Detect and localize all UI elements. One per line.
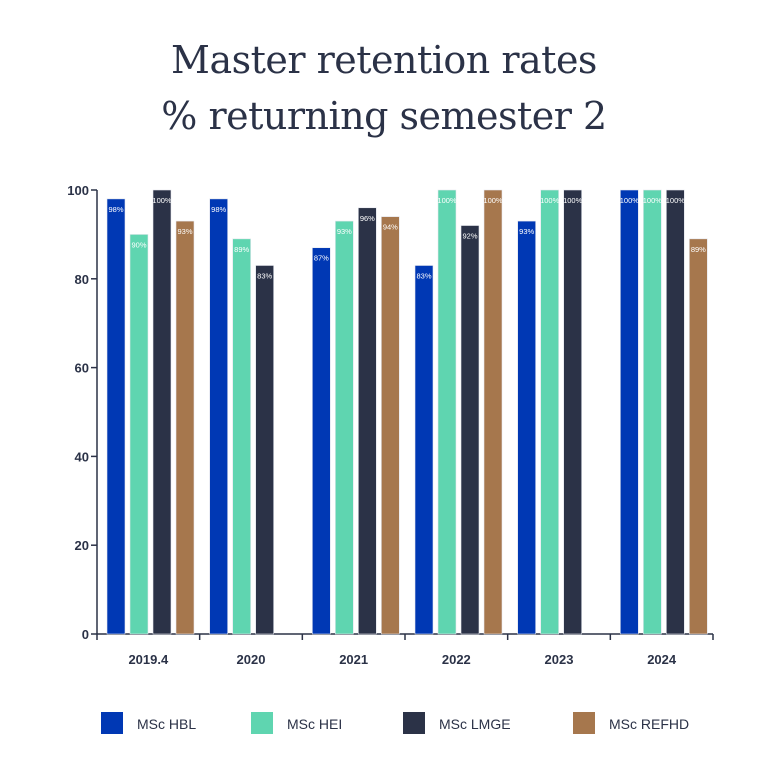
y-tick-label: 0 [82, 627, 89, 642]
bar-msc-lmge [358, 207, 377, 635]
data-label: 89% [691, 245, 706, 254]
data-label: 92% [462, 232, 477, 241]
bar-msc-refhd [381, 216, 400, 635]
data-label: 100% [152, 196, 172, 205]
data-label: 100% [620, 196, 640, 205]
bar-msc-lmge [563, 189, 582, 635]
legend-swatch [403, 712, 425, 734]
data-label: 100% [643, 196, 663, 205]
bar-msc-hei [335, 220, 354, 635]
y-tick-label: 60 [75, 361, 89, 376]
legend-label: MSc HBL [137, 716, 196, 732]
bar-msc-hbl [620, 189, 639, 635]
bar-msc-refhd [175, 220, 195, 635]
bar-msc-hbl [312, 247, 331, 635]
legend-label: MSc REFHD [609, 716, 689, 732]
bar-msc-hbl [517, 220, 536, 635]
x-tick-label: 2019.4 [128, 652, 169, 667]
data-label: 100% [437, 196, 457, 205]
bar-msc-lmge [460, 225, 480, 635]
x-tick-label: 2020 [237, 652, 266, 667]
bar-msc-hei [232, 238, 251, 635]
data-label: 100% [666, 196, 686, 205]
data-label: 93% [519, 227, 534, 236]
data-label: 90% [131, 240, 146, 249]
data-label: 98% [108, 205, 123, 214]
bar-msc-hei [437, 189, 457, 635]
bar-msc-refhd [689, 238, 708, 635]
y-tick-label: 40 [75, 449, 89, 464]
chart-title-line1: Master retention rates [171, 38, 597, 82]
legend-swatch [573, 712, 595, 734]
legend-swatch [101, 712, 123, 734]
bar-msc-hbl [209, 198, 228, 635]
bar-msc-lmge [255, 265, 274, 635]
data-label: 94% [383, 223, 398, 232]
y-tick-label: 20 [75, 538, 89, 553]
bar-msc-hei [129, 234, 149, 635]
data-label: 83% [416, 271, 431, 280]
x-tick-label: 2021 [339, 652, 368, 667]
data-label: 98% [211, 205, 226, 214]
bar-msc-refhd [483, 189, 503, 635]
legend-label: MSc LMGE [439, 716, 511, 732]
x-tick-label: 2023 [545, 652, 574, 667]
bar-msc-hei [643, 189, 662, 635]
data-label: 89% [234, 245, 249, 254]
data-label: 83% [257, 271, 272, 280]
data-label: 93% [337, 227, 352, 236]
data-label: 100% [563, 196, 583, 205]
bar-msc-hbl [414, 265, 434, 635]
chart-title-line2: % returning semester 2 [161, 94, 607, 138]
bar-msc-lmge [666, 189, 685, 635]
data-label: 93% [177, 227, 192, 236]
data-label: 100% [483, 196, 503, 205]
legend-label: MSc HEI [287, 716, 342, 732]
y-tick-label: 80 [75, 272, 89, 287]
x-tick-label: 2024 [647, 652, 677, 667]
bar-msc-lmge [152, 189, 172, 635]
x-tick-label: 2022 [442, 652, 471, 667]
bar-msc-hei [540, 189, 559, 635]
data-label: 87% [314, 254, 329, 263]
bar-msc-hbl [106, 198, 126, 635]
data-label: 96% [360, 214, 375, 223]
data-label: 100% [540, 196, 560, 205]
y-tick-label: 100 [67, 183, 89, 198]
legend-swatch [251, 712, 273, 734]
